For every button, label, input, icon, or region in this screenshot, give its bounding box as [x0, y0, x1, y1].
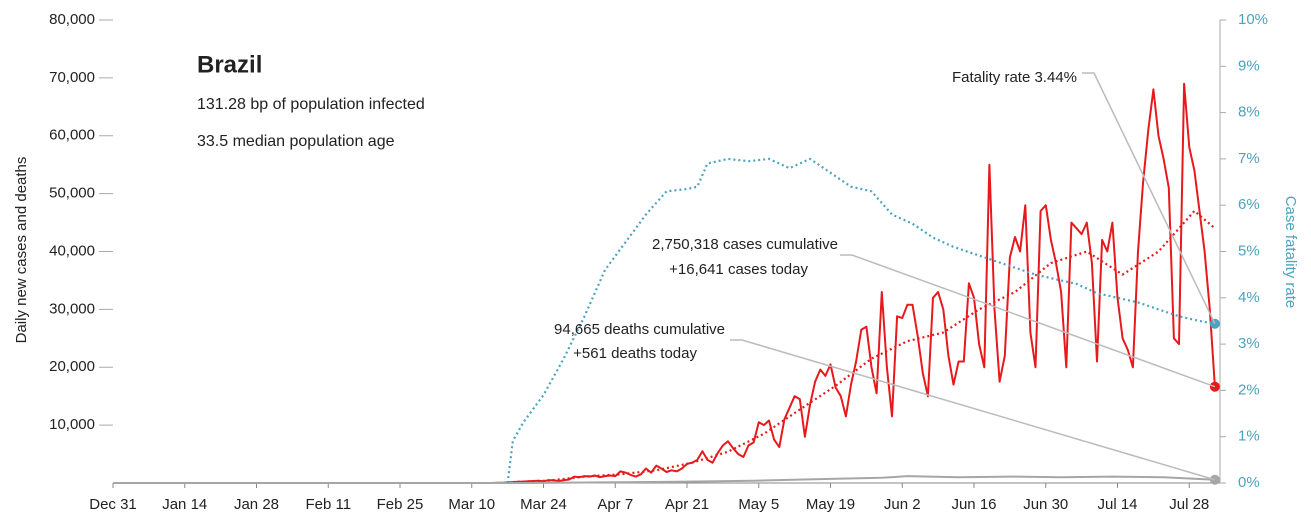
y2-tick-label: 7%: [1238, 150, 1260, 167]
y-tick-label: 20,000: [49, 358, 95, 375]
y2-tick-label: 2%: [1238, 381, 1260, 398]
y-tick-label: 40,000: [49, 242, 95, 259]
x-tick-label: May 5: [738, 496, 779, 513]
y-tick-label: 50,000: [49, 185, 95, 202]
x-tick-label: May 19: [806, 496, 855, 513]
y2-tick-label: 1%: [1238, 428, 1260, 445]
annotation: 94,665 deaths cumulative: [554, 321, 725, 338]
y2-tick-label: 0%: [1238, 474, 1260, 491]
x-tick-label: Jan 14: [162, 496, 207, 513]
series-line: [512, 209, 1216, 484]
y2-tick-label: 5%: [1238, 242, 1260, 259]
x-tick-label: Apr 21: [665, 496, 709, 513]
x-tick-label: Jun 30: [1023, 496, 1068, 513]
x-tick-label: Mar 24: [520, 496, 567, 513]
x-tick-label: Feb 11: [305, 496, 351, 513]
y-tick-label: 30,000: [49, 300, 95, 317]
y2-tick-label: 3%: [1238, 335, 1260, 352]
y2-tick-label: 9%: [1238, 57, 1260, 74]
y2-tick-label: 10%: [1238, 11, 1268, 28]
y-axis-label: Daily new cases and deaths: [13, 157, 30, 344]
leader-line: [840, 254, 1216, 388]
y2-tick-label: 4%: [1238, 289, 1260, 306]
x-tick-label: Dec 31: [89, 496, 137, 513]
y2-axis-label: Case fatality rate: [1282, 196, 1299, 309]
x-tick-label: Mar 10: [448, 496, 495, 513]
annotation: Fatality rate 3.44%: [952, 69, 1077, 86]
x-tick-label: Jun 16: [951, 496, 996, 513]
annotation: +561 deaths today: [573, 345, 697, 362]
subtitle: 33.5 median population age: [197, 133, 395, 150]
subtitle: 131.28 bp of population infected: [197, 96, 425, 113]
leader-line: [1082, 72, 1216, 325]
y2-tick-label: 8%: [1238, 104, 1260, 121]
x-tick-label: Feb 25: [377, 496, 424, 513]
annotation: +16,641 cases today: [669, 261, 808, 278]
y-tick-label: 70,000: [49, 69, 95, 86]
chart-title: Brazil: [197, 51, 262, 78]
y-tick-label: 80,000: [49, 11, 95, 28]
y2-tick-label: 6%: [1238, 196, 1260, 213]
x-tick-label: Jun 2: [884, 496, 921, 513]
x-tick-label: Apr 7: [597, 496, 633, 513]
annotation: 2,750,318 cases cumulative: [652, 236, 838, 253]
series-line: [113, 475, 1215, 484]
y-tick-label: 60,000: [49, 127, 95, 144]
x-tick-label: Jul 28: [1169, 496, 1209, 513]
x-tick-label: Jan 28: [234, 496, 279, 513]
x-tick-label: Jul 14: [1097, 496, 1137, 513]
leader-line: [730, 339, 1216, 481]
y-tick-label: 10,000: [49, 416, 95, 433]
